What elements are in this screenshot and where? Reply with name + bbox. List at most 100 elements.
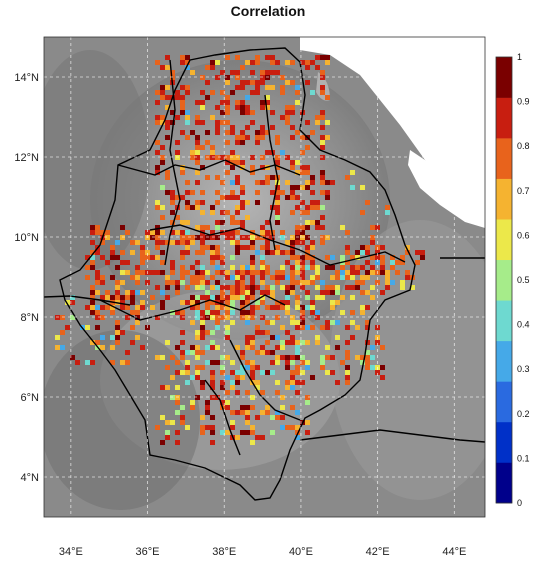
correlation-cell [180,85,185,90]
correlation-cell [130,300,135,305]
correlation-cell [110,250,115,255]
correlation-cell [275,390,280,395]
correlation-cell [250,170,255,175]
correlation-cell [365,290,370,295]
correlation-cell [225,120,230,125]
correlation-cell [300,285,305,290]
correlation-cell [260,390,265,395]
correlation-cell [325,190,330,195]
correlation-cell [275,305,280,310]
correlation-cell [160,205,165,210]
correlation-cell [260,230,265,235]
correlation-cell [255,350,260,355]
correlation-cell [240,370,245,375]
correlation-cell [375,340,380,345]
correlation-cell [225,55,230,60]
correlation-cell [300,255,305,260]
correlation-cell [295,90,300,95]
correlation-cell [270,290,275,295]
correlation-cell [180,195,185,200]
correlation-cell [340,310,345,315]
correlation-cell [325,55,330,60]
correlation-cell [195,250,200,255]
correlation-cell [230,295,235,300]
correlation-cell [250,275,255,280]
correlation-cell [210,205,215,210]
correlation-cell [100,345,105,350]
correlation-cell [195,225,200,230]
correlation-cell [255,80,260,85]
correlation-cell [180,265,185,270]
correlation-cell [85,265,90,270]
correlation-cell [270,430,275,435]
correlation-cell [385,275,390,280]
correlation-cell [245,390,250,395]
correlation-cell [290,340,295,345]
correlation-cell [325,370,330,375]
correlation-cell [275,185,280,190]
correlation-cell [290,160,295,165]
colorbar-label: 0.3 [517,364,530,374]
correlation-cell [215,325,220,330]
correlation-cell [290,290,295,295]
correlation-cell [290,385,295,390]
correlation-cell [280,85,285,90]
correlation-cell [155,425,160,430]
correlation-cell [220,70,225,75]
correlation-cell [345,175,350,180]
correlation-cell [90,310,95,315]
correlation-cell [325,95,330,100]
correlation-cell [310,280,315,285]
correlation-cell [230,90,235,95]
correlation-cell [230,285,235,290]
correlation-cell [405,270,410,275]
correlation-cell [280,415,285,420]
correlation-cell [225,160,230,165]
correlation-cell [310,240,315,245]
correlation-cell [245,110,250,115]
correlation-cell [115,325,120,330]
correlation-cell [325,195,330,200]
correlation-cell [180,100,185,105]
correlation-cell [300,270,305,275]
correlation-cell [285,310,290,315]
correlation-cell [200,335,205,340]
correlation-cell [250,235,255,240]
colorbar-label: 0.6 [517,230,530,240]
correlation-cell [300,240,305,245]
correlation-cell [290,190,295,195]
latitude-tick-label: 8°N [21,312,40,324]
correlation-cell [110,310,115,315]
correlation-cell [265,220,270,225]
correlation-cell [125,260,130,265]
correlation-cell [305,220,310,225]
correlation-cell [300,315,305,320]
correlation-cell [315,120,320,125]
correlation-cell [220,290,225,295]
correlation-cell [260,350,265,355]
correlation-cell [300,165,305,170]
correlation-cell [300,370,305,375]
correlation-cell [320,190,325,195]
correlation-cell [260,105,265,110]
correlation-cell [285,110,290,115]
correlation-cell [295,240,300,245]
correlation-cell [90,265,95,270]
correlation-cell [350,265,355,270]
correlation-cell [190,400,195,405]
correlation-cell [325,255,330,260]
correlation-cell [100,255,105,260]
correlation-cell [390,280,395,285]
correlation-cell [235,85,240,90]
correlation-cell [240,190,245,195]
correlation-cell [260,265,265,270]
correlation-cell [210,145,215,150]
correlation-cell [230,255,235,260]
correlation-cell [250,120,255,125]
correlation-cell [330,305,335,310]
correlation-cell [250,370,255,375]
correlation-cell [175,360,180,365]
correlation-cell [260,155,265,160]
correlation-cell [265,100,270,105]
correlation-cell [185,250,190,255]
